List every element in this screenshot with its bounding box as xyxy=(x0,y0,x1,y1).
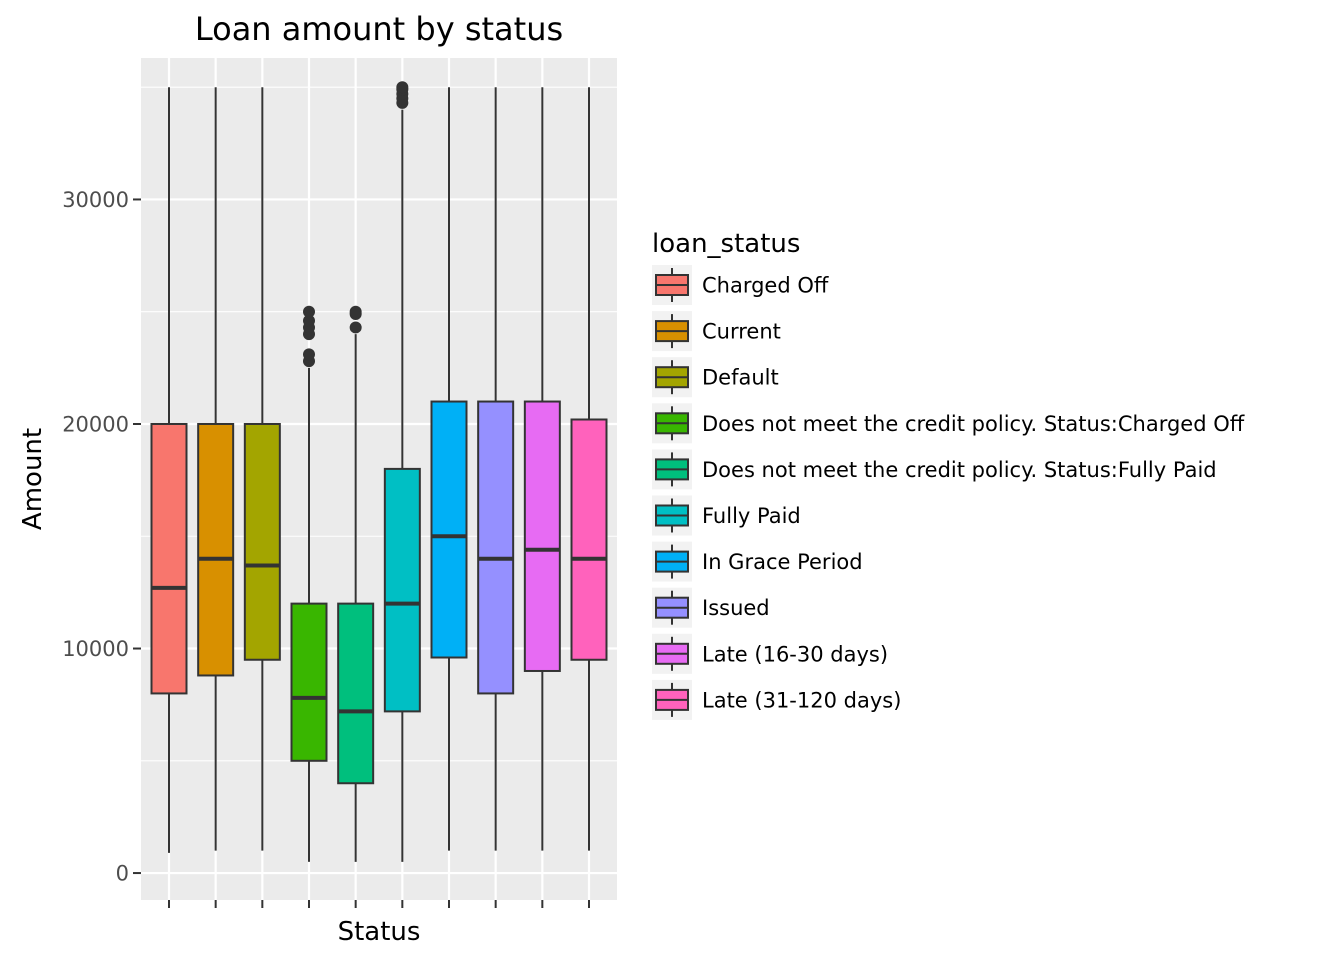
legend-label: Charged Off xyxy=(702,274,829,298)
legend-item: In Grace Period xyxy=(652,541,863,582)
box-3 xyxy=(243,87,281,851)
y-tick-label: 20000 xyxy=(62,412,129,436)
box-9 xyxy=(523,87,561,851)
box-body xyxy=(570,418,608,661)
box-body xyxy=(523,400,561,672)
legend-item: Default xyxy=(652,357,779,398)
box-5 xyxy=(337,305,375,862)
legend-item: Does not meet the credit policy. Status:… xyxy=(652,449,1217,490)
legend-item: Does not meet the credit policy. Status:… xyxy=(652,403,1245,444)
legend-label: Does not meet the credit policy. Status:… xyxy=(702,412,1245,436)
box-body xyxy=(430,400,468,659)
chart-title: Loan amount by status xyxy=(195,10,563,48)
box-10 xyxy=(570,87,608,851)
legend-item: Current xyxy=(652,311,781,352)
box-body xyxy=(150,422,188,695)
box-body xyxy=(337,602,375,785)
box-6 xyxy=(383,81,421,862)
legend-item: Issued xyxy=(652,587,770,628)
y-axis: 0 10000 20000 30000 xyxy=(62,188,141,886)
legend-label: Late (31-120 days) xyxy=(702,688,901,712)
legend-label: Does not meet the credit policy. Status:… xyxy=(702,458,1217,482)
box-8 xyxy=(477,87,515,851)
legend-label: In Grace Period xyxy=(702,550,863,574)
legend-label: Default xyxy=(702,366,779,390)
y-axis-title: Amount xyxy=(18,428,48,530)
legend-item: Charged Off xyxy=(652,265,829,305)
box-7 xyxy=(430,87,468,851)
x-axis-title: Status xyxy=(338,917,421,947)
legend: loan_status Charged Off Current Default Doe… xyxy=(652,229,1245,720)
outlier-point xyxy=(303,348,315,361)
outlier-point xyxy=(349,305,362,318)
legend-item: Fully Paid xyxy=(652,495,801,536)
box-2 xyxy=(197,87,235,851)
legend-label: Issued xyxy=(702,596,770,620)
box-4 xyxy=(290,305,328,862)
outlier-point xyxy=(303,305,315,318)
legend-label: Fully Paid xyxy=(702,504,801,528)
x-axis xyxy=(168,900,590,908)
outlier-point xyxy=(349,321,362,334)
legend-item: Late (16-30 days) xyxy=(652,633,888,674)
legend-label: Current xyxy=(702,320,781,344)
legend-item: Late (31-120 days) xyxy=(652,679,901,720)
boxplot-layer xyxy=(150,81,608,862)
legend-title: loan_status xyxy=(652,229,800,259)
y-tick-label: 10000 xyxy=(62,637,129,661)
outlier-point xyxy=(396,81,409,94)
box-body xyxy=(197,422,235,677)
legend-label: Late (16-30 days) xyxy=(702,642,888,666)
y-tick-label: 30000 xyxy=(62,188,129,212)
box-body xyxy=(383,467,421,713)
box-body xyxy=(477,400,515,695)
y-tick-label: 0 xyxy=(116,862,129,886)
box-body xyxy=(290,602,328,762)
outlier-point xyxy=(303,314,315,327)
box-body xyxy=(243,422,281,661)
box-1 xyxy=(150,87,188,853)
